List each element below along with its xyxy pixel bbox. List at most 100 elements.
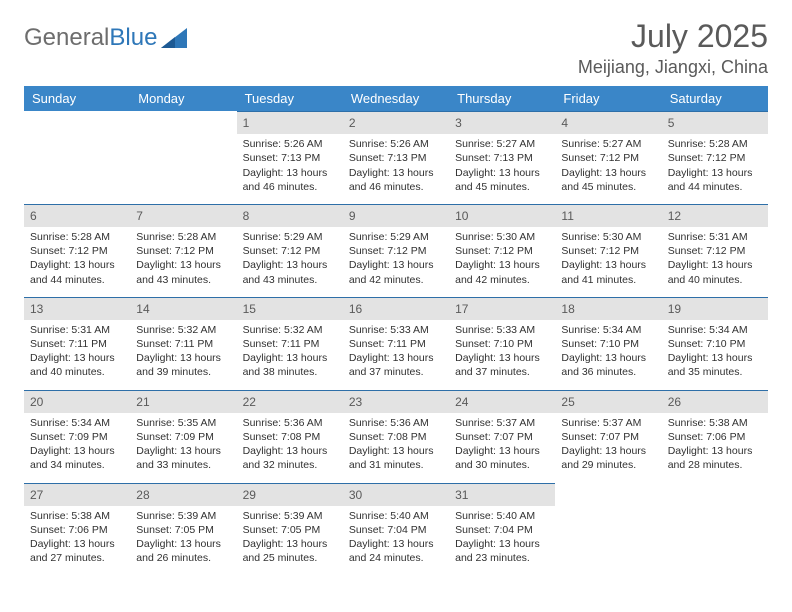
sunrise: Sunrise: 5:27 AM	[455, 137, 549, 151]
sunrise: Sunrise: 5:36 AM	[349, 416, 443, 430]
calendar-cell: 25Sunrise: 5:37 AMSunset: 7:07 PMDayligh…	[555, 390, 661, 483]
cell-body: Sunrise: 5:34 AMSunset: 7:10 PMDaylight:…	[662, 320, 768, 390]
sunset: Sunset: 7:12 PM	[30, 244, 124, 258]
day-header: Saturday	[662, 86, 768, 111]
sunrise: Sunrise: 5:31 AM	[30, 323, 124, 337]
sunset: Sunset: 7:12 PM	[455, 244, 549, 258]
sunset: Sunset: 7:12 PM	[561, 244, 655, 258]
day-number: 27	[24, 483, 130, 506]
sunset: Sunset: 7:07 PM	[561, 430, 655, 444]
cell-body: Sunrise: 5:30 AMSunset: 7:12 PMDaylight:…	[449, 227, 555, 297]
calendar-cell: 26Sunrise: 5:38 AMSunset: 7:06 PMDayligh…	[662, 390, 768, 483]
cell-body: Sunrise: 5:38 AMSunset: 7:06 PMDaylight:…	[24, 506, 130, 576]
cell-body: Sunrise: 5:28 AMSunset: 7:12 PMDaylight:…	[24, 227, 130, 297]
calendar-cell: 15Sunrise: 5:32 AMSunset: 7:11 PMDayligh…	[237, 297, 343, 390]
day-header-row: SundayMondayTuesdayWednesdayThursdayFrid…	[24, 86, 768, 111]
sunset: Sunset: 7:13 PM	[455, 151, 549, 165]
calendar-cell: 11Sunrise: 5:30 AMSunset: 7:12 PMDayligh…	[555, 204, 661, 297]
day-number: 2	[343, 111, 449, 134]
daylight: Daylight: 13 hours and 40 minutes.	[668, 258, 762, 286]
daylight: Daylight: 13 hours and 46 minutes.	[349, 166, 443, 194]
daylight: Daylight: 13 hours and 32 minutes.	[243, 444, 337, 472]
day-number: 9	[343, 204, 449, 227]
cell-body: Sunrise: 5:32 AMSunset: 7:11 PMDaylight:…	[130, 320, 236, 390]
calendar-cell	[24, 111, 130, 204]
sunset: Sunset: 7:12 PM	[668, 244, 762, 258]
day-header: Sunday	[24, 86, 130, 111]
sunrise: Sunrise: 5:26 AM	[243, 137, 337, 151]
sunrise: Sunrise: 5:40 AM	[455, 509, 549, 523]
daylight: Daylight: 13 hours and 44 minutes.	[30, 258, 124, 286]
cell-body: Sunrise: 5:31 AMSunset: 7:11 PMDaylight:…	[24, 320, 130, 390]
calendar-cell: 17Sunrise: 5:33 AMSunset: 7:10 PMDayligh…	[449, 297, 555, 390]
cell-body: Sunrise: 5:40 AMSunset: 7:04 PMDaylight:…	[449, 506, 555, 576]
calendar-week: 6Sunrise: 5:28 AMSunset: 7:12 PMDaylight…	[24, 204, 768, 297]
sunset: Sunset: 7:06 PM	[668, 430, 762, 444]
cell-body: Sunrise: 5:26 AMSunset: 7:13 PMDaylight:…	[343, 134, 449, 204]
calendar-cell: 3Sunrise: 5:27 AMSunset: 7:13 PMDaylight…	[449, 111, 555, 204]
day-number: 22	[237, 390, 343, 413]
calendar-week: 20Sunrise: 5:34 AMSunset: 7:09 PMDayligh…	[24, 390, 768, 483]
sunrise: Sunrise: 5:33 AM	[349, 323, 443, 337]
sunset: Sunset: 7:11 PM	[136, 337, 230, 351]
day-number: 21	[130, 390, 236, 413]
sunrise: Sunrise: 5:32 AM	[136, 323, 230, 337]
sunrise: Sunrise: 5:38 AM	[668, 416, 762, 430]
calendar-week: 27Sunrise: 5:38 AMSunset: 7:06 PMDayligh…	[24, 483, 768, 576]
sunset: Sunset: 7:13 PM	[243, 151, 337, 165]
daylight: Daylight: 13 hours and 36 minutes.	[561, 351, 655, 379]
sunset: Sunset: 7:04 PM	[349, 523, 443, 537]
cell-body: Sunrise: 5:29 AMSunset: 7:12 PMDaylight:…	[343, 227, 449, 297]
calendar-cell: 24Sunrise: 5:37 AMSunset: 7:07 PMDayligh…	[449, 390, 555, 483]
calendar-cell: 19Sunrise: 5:34 AMSunset: 7:10 PMDayligh…	[662, 297, 768, 390]
month-title: July 2025	[578, 18, 768, 55]
cell-body: Sunrise: 5:37 AMSunset: 7:07 PMDaylight:…	[555, 413, 661, 483]
sunrise: Sunrise: 5:40 AM	[349, 509, 443, 523]
daylight: Daylight: 13 hours and 27 minutes.	[30, 537, 124, 565]
day-number: 23	[343, 390, 449, 413]
calendar-cell: 8Sunrise: 5:29 AMSunset: 7:12 PMDaylight…	[237, 204, 343, 297]
cell-body: Sunrise: 5:38 AMSunset: 7:06 PMDaylight:…	[662, 413, 768, 483]
daylight: Daylight: 13 hours and 37 minutes.	[455, 351, 549, 379]
sunset: Sunset: 7:04 PM	[455, 523, 549, 537]
sunset: Sunset: 7:08 PM	[349, 430, 443, 444]
daylight: Daylight: 13 hours and 43 minutes.	[243, 258, 337, 286]
daylight: Daylight: 13 hours and 40 minutes.	[30, 351, 124, 379]
sunrise: Sunrise: 5:39 AM	[136, 509, 230, 523]
calendar-cell: 10Sunrise: 5:30 AMSunset: 7:12 PMDayligh…	[449, 204, 555, 297]
daylight: Daylight: 13 hours and 29 minutes.	[561, 444, 655, 472]
calendar-cell	[662, 483, 768, 576]
sunset: Sunset: 7:12 PM	[243, 244, 337, 258]
calendar-cell: 27Sunrise: 5:38 AMSunset: 7:06 PMDayligh…	[24, 483, 130, 576]
daylight: Daylight: 13 hours and 28 minutes.	[668, 444, 762, 472]
logo-text-2: Blue	[109, 24, 157, 52]
day-number: 6	[24, 204, 130, 227]
cell-body: Sunrise: 5:36 AMSunset: 7:08 PMDaylight:…	[343, 413, 449, 483]
sunrise: Sunrise: 5:34 AM	[668, 323, 762, 337]
daylight: Daylight: 13 hours and 45 minutes.	[561, 166, 655, 194]
sunrise: Sunrise: 5:34 AM	[30, 416, 124, 430]
calendar-cell	[555, 483, 661, 576]
sunset: Sunset: 7:11 PM	[349, 337, 443, 351]
calendar-cell: 12Sunrise: 5:31 AMSunset: 7:12 PMDayligh…	[662, 204, 768, 297]
daylight: Daylight: 13 hours and 34 minutes.	[30, 444, 124, 472]
daylight: Daylight: 13 hours and 46 minutes.	[243, 166, 337, 194]
sunset: Sunset: 7:12 PM	[668, 151, 762, 165]
cell-body: Sunrise: 5:34 AMSunset: 7:09 PMDaylight:…	[24, 413, 130, 483]
calendar-cell: 6Sunrise: 5:28 AMSunset: 7:12 PMDaylight…	[24, 204, 130, 297]
day-header: Thursday	[449, 86, 555, 111]
daylight: Daylight: 13 hours and 31 minutes.	[349, 444, 443, 472]
day-number: 26	[662, 390, 768, 413]
cell-body: Sunrise: 5:40 AMSunset: 7:04 PMDaylight:…	[343, 506, 449, 576]
day-number: 3	[449, 111, 555, 134]
daylight: Daylight: 13 hours and 30 minutes.	[455, 444, 549, 472]
calendar-cell: 28Sunrise: 5:39 AMSunset: 7:05 PMDayligh…	[130, 483, 236, 576]
location: Meijiang, Jiangxi, China	[578, 57, 768, 78]
daylight: Daylight: 13 hours and 38 minutes.	[243, 351, 337, 379]
day-number: 7	[130, 204, 236, 227]
sunrise: Sunrise: 5:29 AM	[349, 230, 443, 244]
day-number: 13	[24, 297, 130, 320]
sunrise: Sunrise: 5:37 AM	[561, 416, 655, 430]
sunset: Sunset: 7:10 PM	[561, 337, 655, 351]
day-number: 29	[237, 483, 343, 506]
